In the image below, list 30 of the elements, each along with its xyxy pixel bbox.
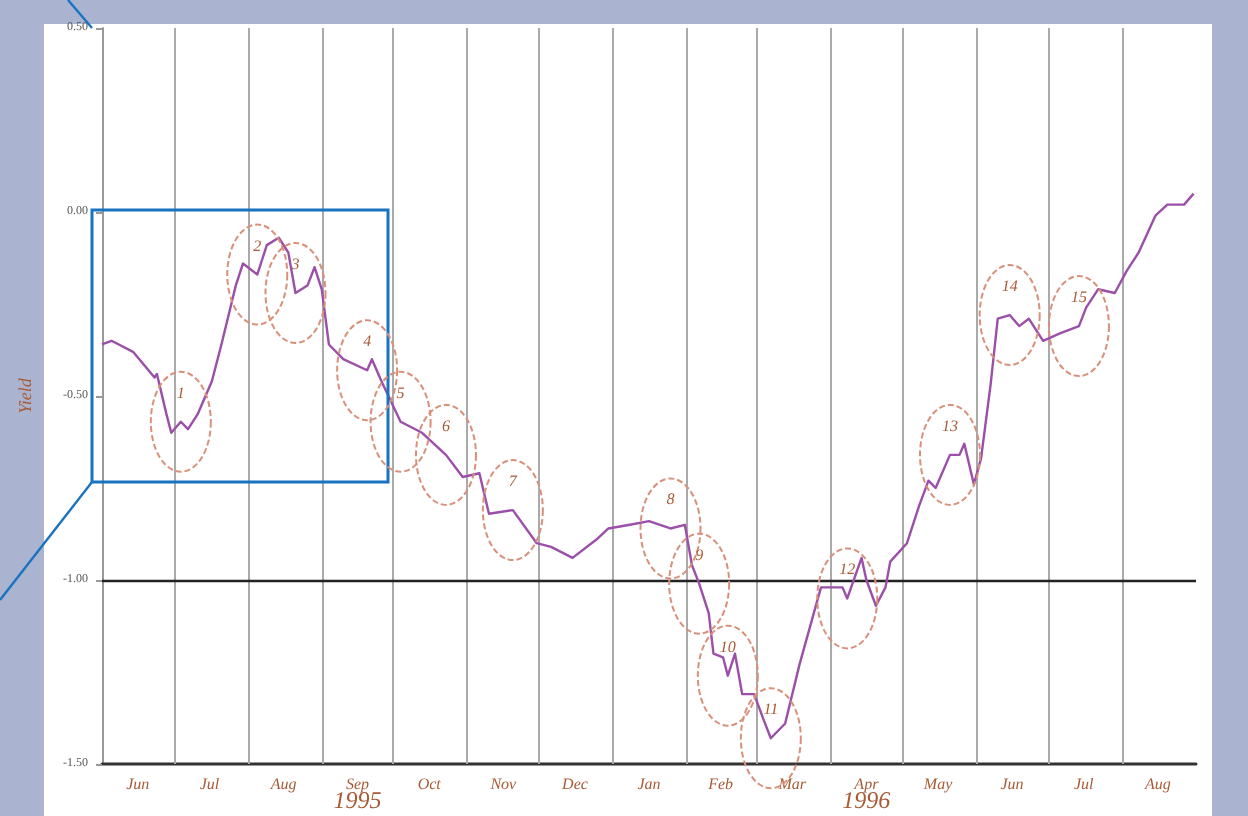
annotation: 14 [1001,277,1018,296]
x-tick-label: Aug [1142,775,1171,793]
line-series [100,192,1195,740]
annotation: 11 [763,700,779,719]
x-tick-label: Mar [776,775,808,793]
annotation: 6 [441,416,450,435]
annotation: 10 [719,637,736,656]
annotation: 9 [695,545,704,564]
annotation: 1 [176,383,185,402]
x-tick-label: Oct [417,775,443,793]
x-tick-label: Jun [126,775,150,793]
annotation: 13 [941,416,958,435]
x-tick-label: Nov [488,775,518,793]
x-tick-label: Jul [199,775,221,793]
x-tick-label: Feb [706,775,734,793]
x-tick-label: Aug [268,775,297,793]
annotation: 8 [666,490,675,509]
annotation: 5 [396,383,405,402]
annotation: 2 [253,236,262,255]
annotation: 12 [839,560,856,579]
annotation: 4 [363,332,372,351]
y-axis-title: Yield [15,377,35,414]
annotation: 15 [1070,288,1087,307]
x-tick-label: May [921,775,954,793]
annotation: 7 [508,472,519,491]
x-tick-label: Dec [560,775,589,793]
x-tick-label: Jul [1073,775,1096,793]
x-tick-label: Jan [637,775,661,793]
x-tick-label: Jun [1000,775,1024,793]
annotation: 3 [289,254,300,273]
